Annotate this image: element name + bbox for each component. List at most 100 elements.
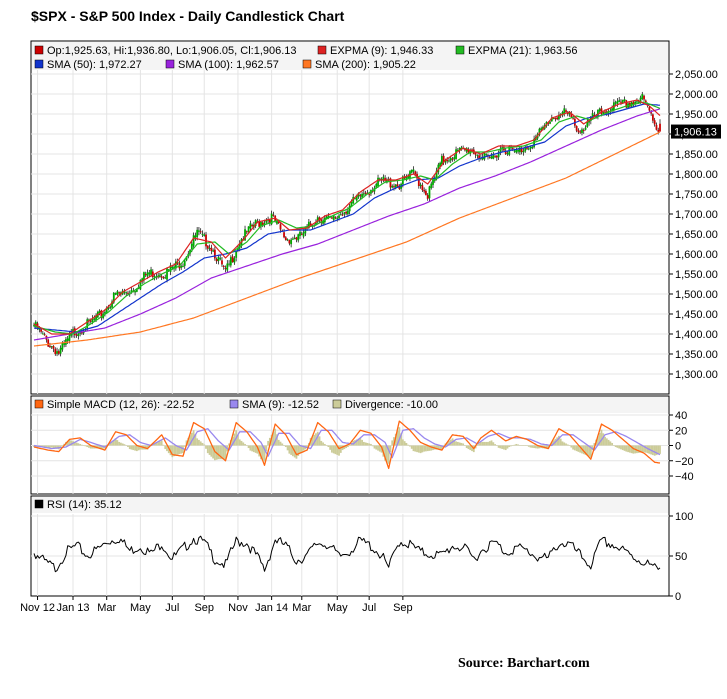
candle-body [123, 291, 126, 293]
divergence-bar [513, 444, 516, 446]
candle-body [378, 178, 381, 180]
divergence-bar [483, 441, 486, 446]
divergence-bar [440, 445, 443, 450]
candle-body [616, 101, 619, 105]
divergence-bar [469, 445, 472, 451]
divergence-bar [519, 444, 521, 446]
divergence-bar [343, 445, 346, 450]
divergence-bar [111, 441, 113, 446]
divergence-bar [410, 445, 413, 449]
candle-body [602, 112, 605, 114]
divergence-bar [446, 442, 449, 446]
divergence-bar [327, 445, 330, 448]
divergence-bar [284, 445, 287, 448]
macd-signal-line [33, 428, 661, 459]
candle-body [428, 186, 431, 199]
candle-body [180, 266, 183, 268]
last-price-label: 1,906.13 [674, 127, 717, 139]
divergence-bar [628, 445, 631, 453]
x-tick-label: Mar [292, 602, 311, 614]
divergence-bar [545, 445, 548, 449]
divergence-bar [531, 445, 534, 448]
candle-body [151, 271, 154, 278]
candle-body [515, 149, 518, 153]
divergence-bar [213, 445, 216, 461]
divergence-bar [189, 435, 191, 446]
candle-body [148, 272, 151, 275]
divergence-bar [341, 445, 344, 451]
divergence-bar [605, 438, 608, 446]
divergence-bar [453, 439, 456, 446]
divergence-bar [50, 445, 53, 448]
candle-body [430, 183, 433, 188]
divergence-bar [261, 445, 264, 461]
divergence-bar [534, 445, 537, 449]
divergence-bar [377, 445, 379, 451]
candle-body [160, 276, 163, 278]
candle-body [82, 331, 85, 334]
divergence-bar [302, 445, 305, 451]
candle-body [519, 147, 521, 153]
candle-body [206, 245, 209, 249]
divergence-bar [409, 445, 411, 447]
candle-body [244, 229, 246, 241]
divergence-bar [178, 445, 181, 455]
candle-body [144, 274, 147, 276]
divergence-bar [47, 445, 50, 448]
candle-body [591, 113, 594, 118]
x-tick-label: Sep [393, 602, 413, 614]
divergence-bar [570, 445, 573, 448]
divergence-bar [636, 445, 638, 454]
x-tick-label: Jul [362, 602, 376, 614]
divergence-bar [267, 440, 269, 446]
candle-body [300, 233, 303, 235]
divergence-bar [655, 445, 658, 456]
candle-body [173, 266, 175, 269]
candle-body [34, 321, 37, 327]
sma200-swatch [302, 59, 312, 69]
divergence-bar [277, 439, 280, 446]
candle-body [68, 333, 71, 341]
candle-body [164, 277, 167, 279]
candle-body [407, 176, 410, 179]
macd-tick-label: 0 [675, 441, 681, 453]
divergence-bar [591, 445, 594, 451]
divergence-bar [130, 445, 133, 450]
rsi-tick-label: 100 [675, 511, 693, 523]
divergence-bar [639, 445, 642, 453]
divergence-bar [419, 445, 422, 454]
divergence-swatch [332, 399, 342, 409]
divergence-bar [128, 445, 131, 450]
divergence-bar [495, 445, 498, 446]
divergence-bar [398, 427, 401, 446]
divergence-bar [462, 443, 465, 446]
divergence-bar [201, 442, 204, 446]
divergence-bar [600, 429, 603, 446]
candle-body [362, 193, 365, 195]
divergence-bar [637, 445, 640, 453]
candle-body [174, 261, 177, 269]
candle-body [433, 177, 436, 182]
candle-body [494, 155, 496, 157]
candle-body [575, 125, 578, 131]
divergence-bar [481, 441, 484, 446]
candle-body [229, 257, 232, 266]
candle-body [476, 154, 479, 156]
divergence-bar [245, 445, 248, 446]
candle-body [524, 147, 527, 152]
price-panel [33, 91, 661, 357]
rsi-tick-label: 50 [675, 551, 687, 563]
candle-body [643, 95, 645, 100]
candle-body [471, 149, 473, 151]
axes: 2,050.002,000.001,950.001,900.001,850.00… [20, 69, 721, 614]
candle-body [237, 247, 239, 251]
candle-body [455, 149, 457, 159]
divergence-bar [375, 445, 378, 450]
divergence-bar [370, 443, 372, 446]
divergence-bar [59, 445, 62, 448]
rsi-legend: RSI (14): 35.12 [47, 499, 122, 511]
candle-body [293, 237, 296, 239]
divergence-bar [336, 445, 339, 455]
divergence-bar [265, 445, 268, 452]
candle-body [279, 224, 282, 230]
